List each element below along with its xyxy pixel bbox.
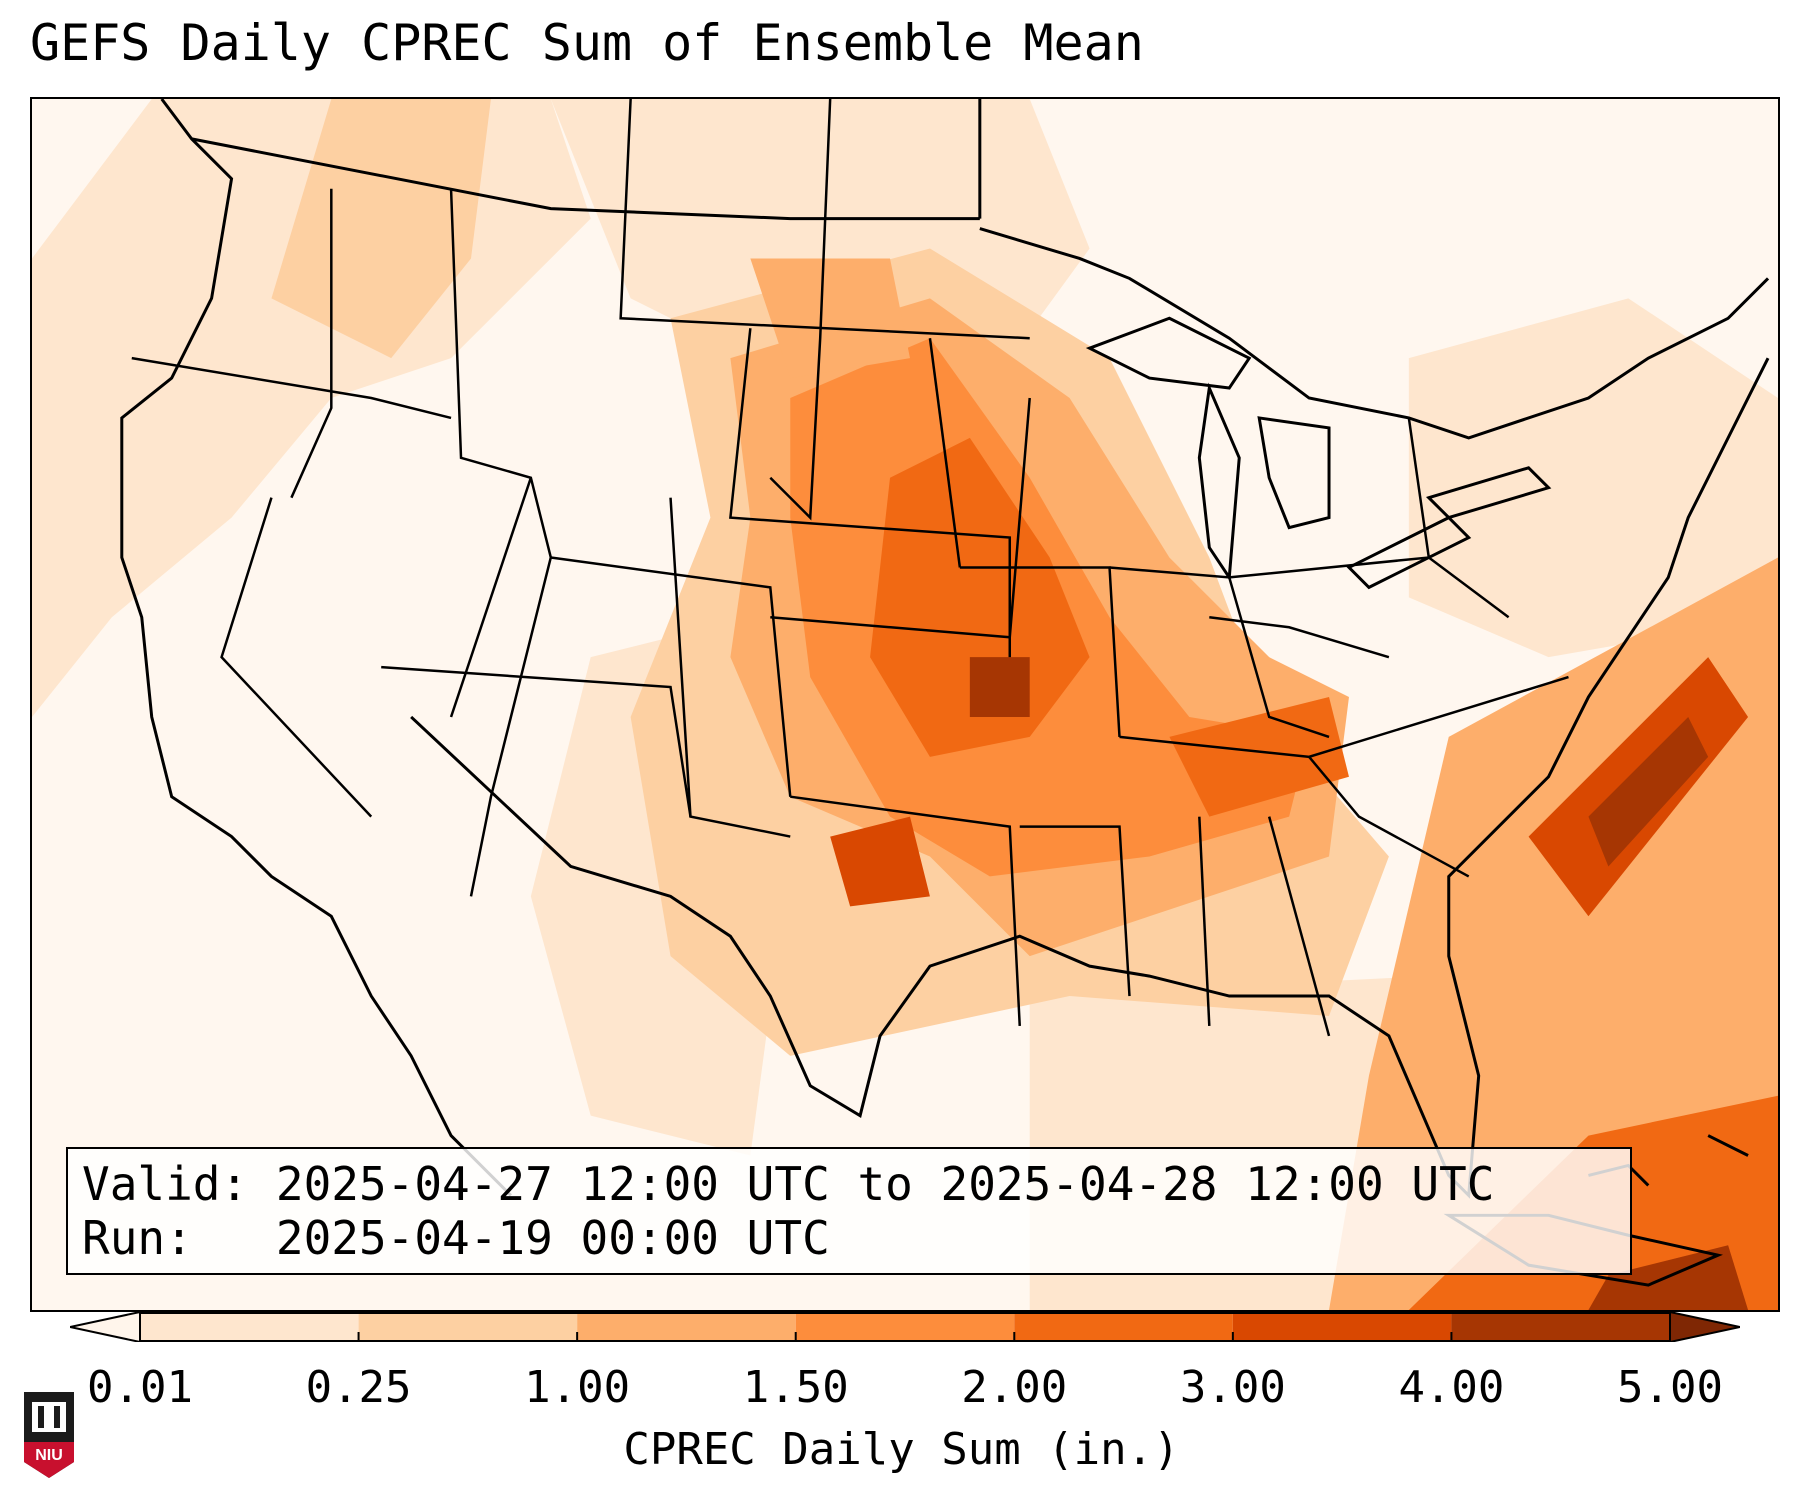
colorbar-tick-label: 4.00: [1398, 1362, 1505, 1413]
precip-area-atlantic-max: [1588, 716, 1709, 867]
precip-area-tennessee: [1169, 697, 1349, 817]
colorbar-extend-high: [1669, 1312, 1740, 1342]
colorbar-tick-label: 1.00: [524, 1362, 631, 1413]
valid-time-range: 2025-04-27 12:00 UTC to 2025-04-28 12:00…: [275, 1157, 1495, 1211]
valid-label: Valid:: [82, 1157, 249, 1211]
great-lakes: [1085, 316, 1552, 590]
state-borders: [131, 99, 1569, 1037]
valid-run-info-box: Valid: 2025-04-27 12:00 UTC to 2025-04-2…: [66, 1147, 1632, 1275]
colorbar-segment: [795, 1312, 1015, 1342]
colorbar-tick-label: 0.01: [87, 1362, 193, 1413]
colorbar: [70, 1312, 1740, 1342]
precip-area-plains-north: [750, 258, 910, 379]
precipitation-map: [32, 99, 1778, 1310]
colorbar-tick-label: 3.00: [1179, 1362, 1286, 1413]
precip-area-oklahoma: [830, 816, 930, 907]
colorbar-tick-label: 2.00: [961, 1362, 1068, 1413]
colorbar-tick-label: 5.00: [1617, 1362, 1723, 1413]
niu-logo-text: NIU: [35, 1447, 63, 1464]
colorbar-segment: [1451, 1312, 1670, 1342]
precip-area-ozark-max: [969, 657, 1030, 717]
colorbar-frame: [139, 1312, 1671, 1342]
colorbar-tick-label: 0.25: [305, 1362, 412, 1413]
map-title: GEFS Daily CPREC Sum of Ensemble Mean: [30, 14, 1144, 72]
colorbar-label: CPREC Daily Sum (in.): [623, 1424, 1180, 1475]
colorbar-segment: [1014, 1312, 1233, 1342]
run-time: 2025-04-19 00:00 UTC: [275, 1211, 830, 1265]
map-panel[interactable]: [30, 97, 1780, 1312]
colorbar-segment: [140, 1312, 359, 1342]
colorbar-tick-label: 1.50: [742, 1362, 849, 1413]
niu-logo-red-band: [24, 1442, 74, 1478]
colorbar-segment: [1232, 1312, 1452, 1342]
colorbar-segment: [358, 1312, 578, 1342]
precip-area-light-east: [1408, 298, 1778, 658]
colorbar-extend-low: [70, 1312, 141, 1342]
niu-logo: NIU: [24, 1392, 74, 1478]
run-label: Run:: [82, 1211, 193, 1265]
colorbar-segment: [577, 1312, 796, 1342]
precip-area-core: [870, 437, 1090, 757]
